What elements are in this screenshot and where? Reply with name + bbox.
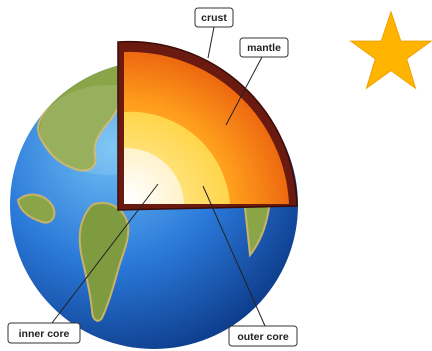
crust-leader-line — [207, 26, 215, 59]
label-mantle-text: mantle — [247, 42, 281, 54]
inner-core-leader-line — [51, 183, 159, 324]
label-outer-core-text: outer core — [237, 331, 289, 343]
label-crust-text: crust — [201, 12, 227, 24]
label-mantle: mantle — [239, 37, 289, 58]
label-crust: crust — [194, 7, 234, 28]
label-inner-core: inner core — [7, 322, 81, 344]
cutaway — [117, 40, 298, 211]
landmass — [78, 202, 130, 322]
inner-core-layer — [124, 147, 184, 204]
landmass — [16, 193, 56, 224]
outer-core-leader-line — [202, 185, 266, 327]
label-inner-core-text: inner core — [19, 328, 70, 340]
mantle-leader-line — [225, 56, 263, 126]
star-icon — [349, 10, 432, 90]
label-outer-core: outer core — [228, 325, 298, 347]
cutaway-outline — [117, 40, 298, 211]
